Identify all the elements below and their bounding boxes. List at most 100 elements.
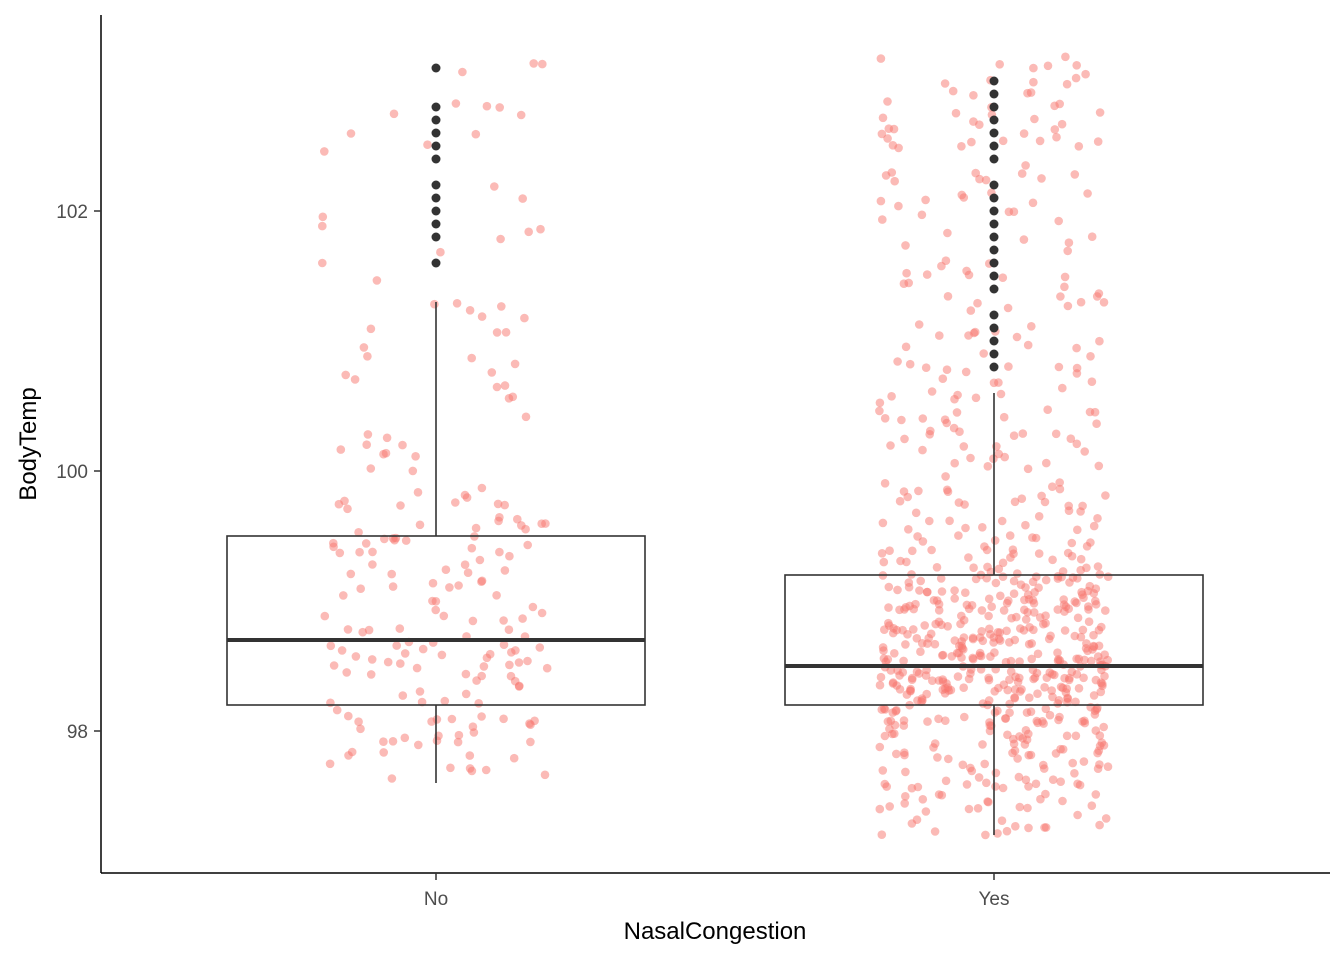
jitter-point bbox=[463, 568, 473, 577]
jitter-point bbox=[1040, 683, 1049, 692]
jitter-point bbox=[1036, 794, 1045, 804]
jitter-point bbox=[921, 807, 931, 816]
outlier-point bbox=[989, 284, 999, 294]
jitter-point bbox=[1076, 632, 1086, 642]
outlier-point bbox=[989, 310, 999, 320]
jitter-point bbox=[895, 605, 904, 615]
jitter-point bbox=[1022, 735, 1032, 744]
jitter-point bbox=[481, 765, 491, 775]
jitter-point bbox=[998, 572, 1008, 581]
jitter-point bbox=[901, 792, 910, 801]
jitter-point bbox=[901, 767, 910, 777]
jitter-point bbox=[909, 625, 918, 634]
axes-layer bbox=[100, 15, 1330, 874]
jitter-point bbox=[1023, 340, 1033, 350]
jitter-points-layer bbox=[318, 52, 1113, 840]
jitter-point bbox=[1023, 464, 1033, 474]
jitter-point bbox=[953, 390, 962, 400]
jitter-point bbox=[950, 594, 959, 603]
jitter-point bbox=[957, 142, 966, 151]
jitter-point bbox=[922, 270, 932, 279]
jitter-point bbox=[1071, 73, 1081, 83]
jitter-point bbox=[368, 547, 377, 557]
jitter-point bbox=[1073, 574, 1082, 583]
jitter-point bbox=[885, 546, 894, 555]
jitter-point bbox=[984, 611, 993, 621]
jitter-point bbox=[505, 551, 514, 561]
jitter-point bbox=[1015, 802, 1025, 812]
jitter-point bbox=[1096, 678, 1106, 687]
jitter-point bbox=[895, 496, 905, 506]
jitter-point bbox=[890, 649, 899, 658]
y-tick-label: 98 bbox=[67, 722, 88, 743]
jitter-point bbox=[964, 553, 973, 562]
jitter-point bbox=[1078, 625, 1088, 635]
outlier-point bbox=[989, 115, 999, 125]
jitter-point bbox=[477, 312, 487, 321]
jitter-point bbox=[401, 536, 411, 545]
jitter-point bbox=[928, 676, 937, 685]
jitter-point bbox=[475, 555, 485, 565]
jitter-point bbox=[941, 684, 950, 693]
jitter-point bbox=[396, 659, 405, 668]
jitter-point bbox=[904, 578, 914, 587]
jitter-point bbox=[966, 306, 976, 315]
jitter-point bbox=[994, 449, 1003, 459]
jitter-point bbox=[387, 774, 397, 783]
jitter-point bbox=[930, 827, 940, 836]
jitter-point bbox=[1101, 491, 1110, 500]
jitter-point bbox=[471, 129, 481, 139]
jitter-point bbox=[903, 492, 912, 502]
jitter-point bbox=[892, 706, 901, 715]
jitter-point bbox=[1072, 369, 1082, 378]
jitter-point bbox=[499, 616, 508, 625]
jitter-point bbox=[959, 615, 969, 625]
jitter-point bbox=[1048, 555, 1057, 565]
jitter-point bbox=[526, 720, 535, 729]
jitter-point bbox=[950, 458, 959, 468]
jitter-point bbox=[440, 696, 450, 706]
jitter-point bbox=[1093, 562, 1103, 571]
jitter-point bbox=[920, 621, 929, 630]
jitter-point bbox=[876, 672, 886, 682]
jitter-point bbox=[335, 548, 345, 558]
jitter-point bbox=[902, 268, 911, 278]
jitter-point bbox=[496, 234, 505, 244]
jitter-point bbox=[875, 406, 884, 416]
jitter-point bbox=[950, 586, 959, 595]
jitter-point bbox=[471, 523, 481, 533]
jitter-point bbox=[901, 640, 910, 649]
jitter-point bbox=[983, 797, 992, 806]
jitter-point bbox=[1026, 88, 1036, 97]
jitter-point bbox=[477, 671, 487, 681]
jitter-point bbox=[465, 306, 475, 315]
jitter-point bbox=[343, 504, 352, 514]
outlier-point bbox=[431, 206, 441, 216]
jitter-point bbox=[996, 591, 1005, 601]
jitter-point bbox=[996, 389, 1006, 399]
jitter-point bbox=[880, 625, 889, 634]
jitter-point bbox=[1091, 790, 1101, 799]
outlier-point bbox=[989, 349, 999, 359]
jitter-point bbox=[523, 656, 532, 666]
jitter-point bbox=[875, 804, 885, 814]
jitter-point bbox=[1064, 506, 1074, 515]
jitter-point bbox=[914, 320, 924, 329]
jitter-point bbox=[1060, 272, 1070, 282]
jitter-point bbox=[412, 663, 422, 673]
jitter-point bbox=[1021, 775, 1031, 785]
jitter-point bbox=[955, 427, 964, 437]
jitter-point bbox=[1089, 521, 1099, 531]
jitter-point bbox=[1009, 589, 1019, 598]
jitter-point bbox=[893, 357, 902, 366]
jitter-point bbox=[878, 518, 888, 528]
jitter-point bbox=[1074, 684, 1084, 693]
jitter-point bbox=[367, 655, 377, 664]
jitter-point bbox=[493, 499, 503, 509]
jitter-point bbox=[983, 462, 993, 471]
jitter-point bbox=[341, 370, 351, 380]
jitter-point bbox=[454, 581, 463, 590]
jitter-point bbox=[392, 641, 402, 650]
jitter-point bbox=[477, 483, 487, 493]
jitter-point bbox=[1091, 596, 1100, 606]
